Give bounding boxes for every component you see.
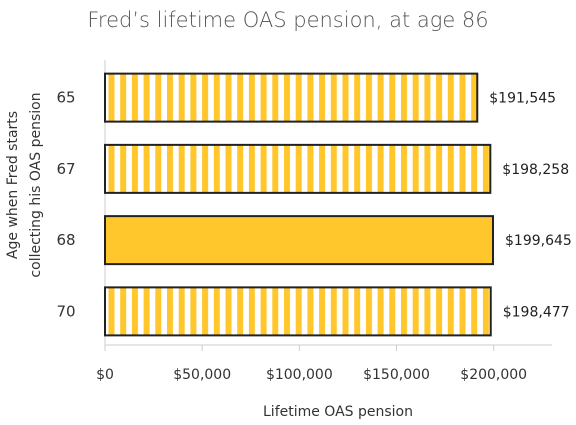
bar: [104, 215, 495, 266]
data-label: $198,477: [503, 304, 570, 320]
y-axis-title: Age when Fred starts collecting his OAS …: [5, 92, 44, 277]
bar: [104, 286, 492, 337]
y-tick-label: 68: [56, 231, 75, 249]
data-label: $191,545: [489, 91, 556, 107]
y-axis-title-line-1: Age when Fred starts: [5, 111, 21, 259]
x-tick-label: $200,000: [460, 367, 527, 383]
x-tick-label: $150,000: [363, 367, 430, 383]
plot-area: $0 $50,000 $100,000 $150,000 $200,000 65 $191,…: [56, 60, 572, 383]
x-tick-label: $100,000: [266, 367, 333, 383]
bar: [104, 72, 479, 123]
x-tick-label: $0: [96, 367, 114, 383]
y-tick-label: 65: [56, 89, 75, 107]
data-label: $199,645: [505, 233, 572, 249]
chart-title: Fred’s lifetime OAS pension, at age 86: [87, 8, 488, 32]
y-tick-label: 67: [56, 160, 75, 178]
data-label: $198,258: [502, 162, 569, 178]
x-axis-title: Lifetime OAS pension: [263, 404, 413, 420]
y-tick-label: 70: [56, 302, 75, 320]
y-axis-title-line-2: collecting his OAS pension: [28, 92, 44, 277]
x-tick-label: $50,000: [173, 367, 231, 383]
bar: [104, 143, 492, 194]
